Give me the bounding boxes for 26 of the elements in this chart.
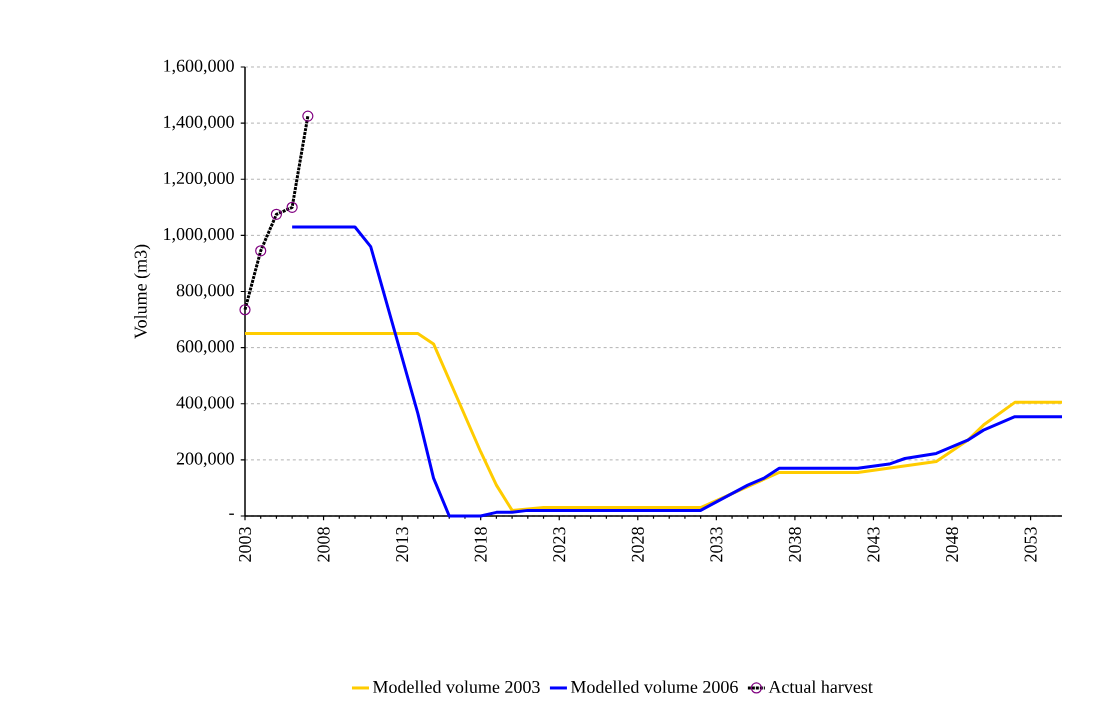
x-tick-label: 2043 [867, 527, 880, 562]
x-tick-label: 2018 [474, 527, 487, 562]
x-tick-label: 2033 [710, 527, 723, 562]
y-tick-label: 800,000 [176, 284, 234, 299]
x-tick-label: 2028 [631, 527, 644, 562]
y-tick-label: 1,600,000 [164, 59, 234, 75]
y-tick-label: 600,000 [176, 340, 234, 355]
y-tick-label: 1,200,000 [164, 171, 234, 187]
legend-label: Actual harvest [768, 680, 873, 694]
y-axis-title: Volume (m3) [134, 244, 151, 339]
x-tick-label: 2048 [945, 527, 959, 562]
x-tick-label: 2008 [317, 527, 330, 562]
line-series [290, 225, 1064, 518]
legend-label: Modelled volume 2003 [372, 680, 540, 694]
x-tick-label: 2013 [396, 527, 409, 562]
y-tick-label: 200,000 [176, 452, 234, 468]
x-tick-label: 2003 [238, 527, 252, 562]
y-tick-label: 1,000,000 [164, 228, 234, 243]
legend-label: Modelled volume 2006 [570, 680, 738, 694]
x-tick-label: 2038 [788, 527, 801, 562]
x-tick-label: 2023 [553, 527, 566, 562]
y-tick-label: 1,400,000 [164, 115, 234, 131]
y-tick-label: - [229, 513, 234, 515]
line-series [243, 332, 1064, 512]
x-tick-label: 2053 [1024, 527, 1037, 562]
y-tick-label: 400,000 [176, 396, 234, 412]
